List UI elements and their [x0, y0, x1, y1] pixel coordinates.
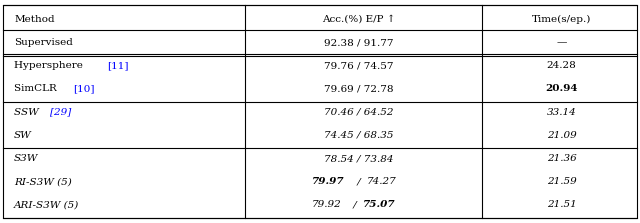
Text: 79.69 / 72.78: 79.69 / 72.78	[324, 85, 393, 93]
Text: 74.27: 74.27	[367, 177, 396, 186]
Text: Acc.(%) E/P ↑: Acc.(%) E/P ↑	[322, 15, 395, 24]
Text: SW: SW	[14, 131, 32, 140]
Text: 21.59: 21.59	[547, 177, 577, 186]
Text: ARI-S3W (5): ARI-S3W (5)	[14, 200, 79, 209]
Text: 70.46 / 64.52: 70.46 / 64.52	[324, 108, 393, 117]
Text: SimCLR: SimCLR	[14, 85, 60, 93]
Text: 92.38 / 91.77: 92.38 / 91.77	[324, 38, 393, 47]
Text: 33.14: 33.14	[547, 108, 577, 117]
Text: SSW: SSW	[14, 108, 42, 117]
Text: /: /	[350, 200, 360, 209]
Text: —: —	[556, 38, 567, 47]
Text: 79.76 / 74.57: 79.76 / 74.57	[324, 61, 393, 70]
Text: [10]: [10]	[74, 85, 95, 93]
Text: /: /	[354, 177, 364, 186]
Text: 78.54 / 73.84: 78.54 / 73.84	[324, 154, 393, 163]
Text: Time(s/ep.): Time(s/ep.)	[532, 15, 591, 24]
Text: [29]: [29]	[50, 108, 72, 117]
Text: 21.09: 21.09	[547, 131, 577, 140]
Text: 24.28: 24.28	[547, 61, 577, 70]
Text: 75.07: 75.07	[363, 200, 396, 209]
Text: 79.92: 79.92	[312, 200, 342, 209]
Text: 20.94: 20.94	[545, 85, 578, 93]
Text: Supervised: Supervised	[14, 38, 73, 47]
Text: [11]: [11]	[107, 61, 129, 70]
Text: 21.36: 21.36	[547, 154, 577, 163]
Text: Method: Method	[14, 15, 54, 24]
Text: 79.97: 79.97	[312, 177, 344, 186]
Text: 74.45 / 68.35: 74.45 / 68.35	[324, 131, 393, 140]
Text: S3W: S3W	[14, 154, 38, 163]
Text: Hypersphere: Hypersphere	[14, 61, 86, 70]
Text: RI-S3W (5): RI-S3W (5)	[14, 177, 72, 186]
Text: 21.51: 21.51	[547, 200, 577, 209]
